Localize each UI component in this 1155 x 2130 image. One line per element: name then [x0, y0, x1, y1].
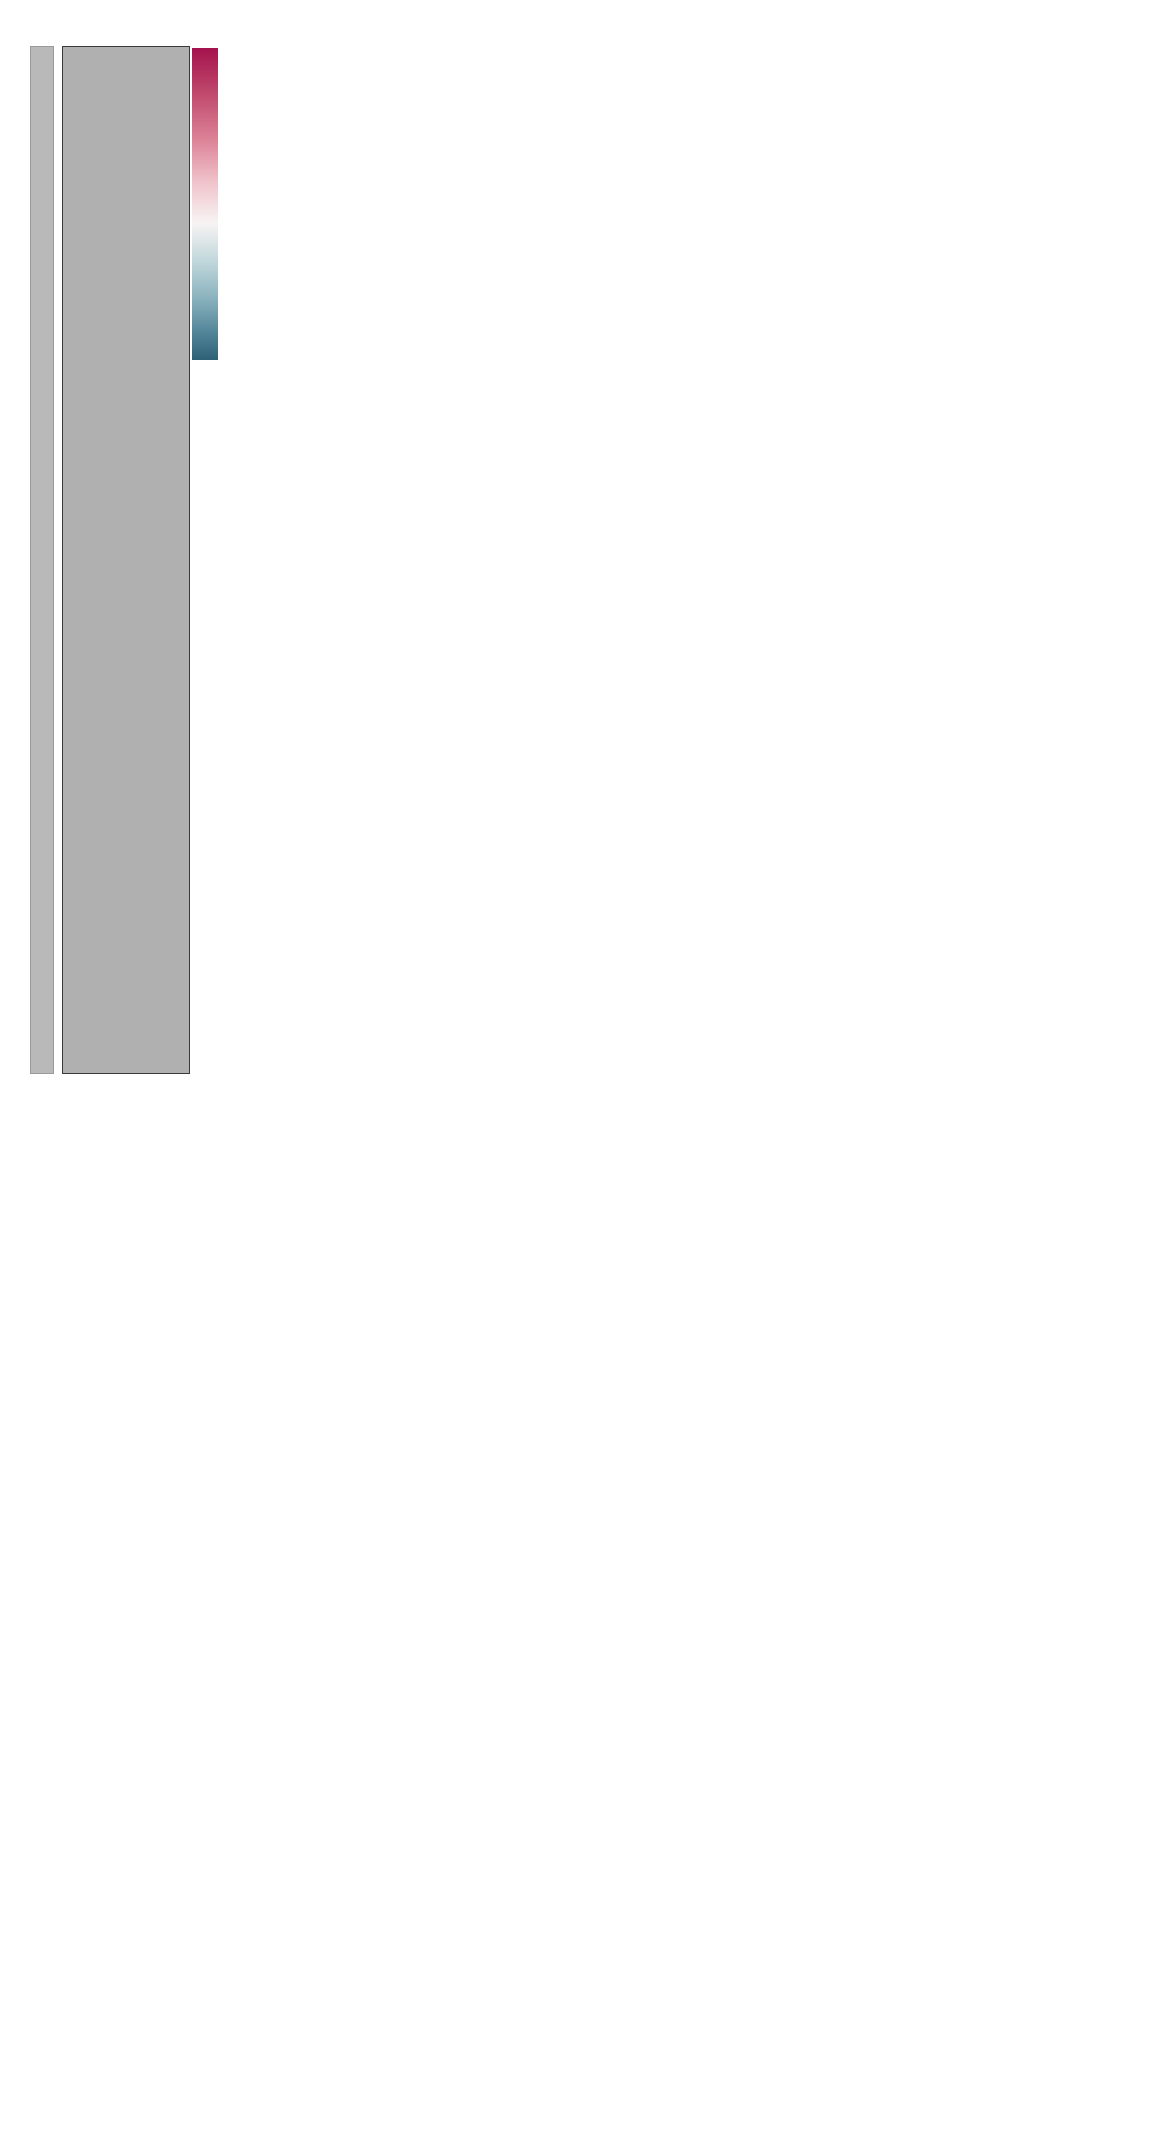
class-strip: [30, 46, 54, 1074]
heatmap-colorbar: [192, 48, 218, 360]
heatmap-grid: [62, 46, 190, 1074]
